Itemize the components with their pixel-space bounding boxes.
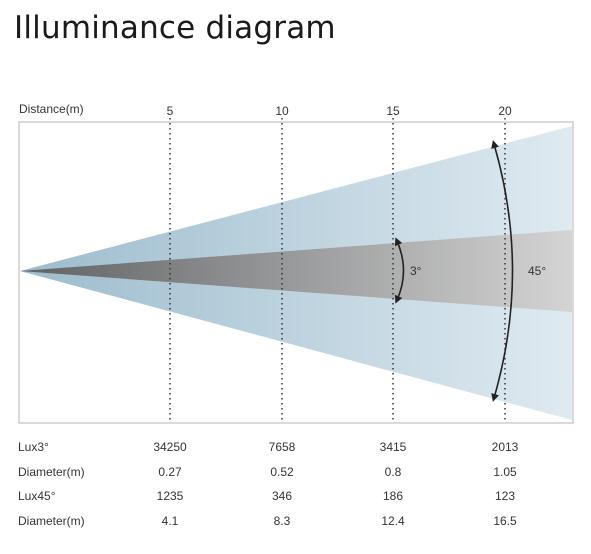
wide-angle-arrow xyxy=(491,140,514,402)
distance-axis-label: Distance(m) xyxy=(19,102,84,116)
cell-lux-narrow-15: 3415 xyxy=(379,440,407,454)
cell-lux-wide-10: 346 xyxy=(271,489,293,503)
row-label-diameter-narrow: Diameter(m) xyxy=(18,465,85,479)
narrow-beam-cone xyxy=(20,230,572,312)
distance-tick-5: 5 xyxy=(166,104,174,118)
cell-lux-wide-5: 1235 xyxy=(156,489,184,503)
row-label-lux-wide: Lux45° xyxy=(18,489,56,503)
narrow-angle-arrow xyxy=(394,237,405,304)
cell-lux-narrow-5: 34250 xyxy=(153,440,187,454)
cell-diameter-narrow-5: 0.27 xyxy=(158,465,182,479)
cell-lux-narrow-20: 2013 xyxy=(491,440,519,454)
cell-diameter-narrow-20: 1.05 xyxy=(493,465,517,479)
row-label-lux-narrow: Lux3° xyxy=(18,440,49,454)
cell-diameter-wide-10: 8.3 xyxy=(273,514,291,528)
cell-diameter-narrow-10: 0.52 xyxy=(270,465,294,479)
cell-lux-wide-20: 123 xyxy=(494,489,516,503)
cell-lux-narrow-10: 7658 xyxy=(268,440,296,454)
row-label-diameter-wide: Diameter(m) xyxy=(18,514,85,528)
distance-tick-15: 15 xyxy=(386,104,400,118)
cell-diameter-wide-20: 16.5 xyxy=(493,514,517,528)
distance-tick-20: 20 xyxy=(498,104,512,118)
narrow-angle-label: 3° xyxy=(410,264,422,278)
cell-lux-wide-15: 186 xyxy=(382,489,404,503)
cell-diameter-wide-5: 4.1 xyxy=(161,514,179,528)
page-title: Illuminance diagram xyxy=(14,10,336,46)
cell-diameter-wide-15: 12.4 xyxy=(381,514,405,528)
distance-tick-10: 10 xyxy=(275,104,289,118)
wide-angle-label: 45° xyxy=(528,264,546,278)
cell-diameter-narrow-15: 0.8 xyxy=(384,465,402,479)
